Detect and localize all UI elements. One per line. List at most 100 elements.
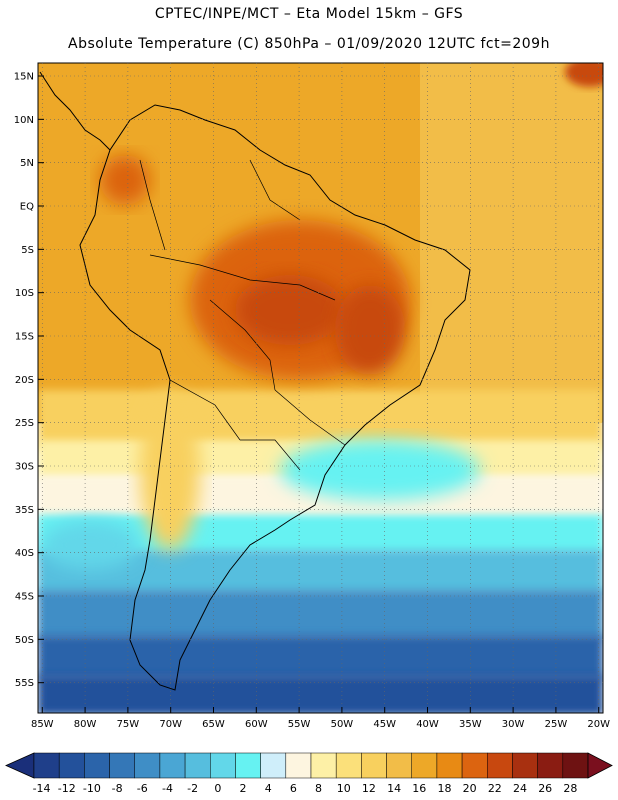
colorbar-label: 14 xyxy=(387,782,401,795)
colorbar-label: 8 xyxy=(315,782,322,795)
lat-tick-label: 5N xyxy=(20,158,34,169)
colorbar-box xyxy=(487,752,513,779)
colorbar-high-arrow xyxy=(587,752,613,779)
colorbar-box xyxy=(184,752,211,779)
map-frame xyxy=(37,62,604,714)
warm-corner-ne xyxy=(565,63,603,87)
colorbar-low-arrow xyxy=(5,752,35,779)
country-borders xyxy=(139,159,346,471)
colorbar-label: 18 xyxy=(437,782,451,795)
colorbar-box xyxy=(260,752,287,779)
colorbar-label: 12 xyxy=(362,782,376,795)
colorbar-label: 26 xyxy=(538,782,552,795)
colorbar-box xyxy=(134,752,161,779)
lat-tick-label: 35S xyxy=(15,505,34,516)
colorbar-box xyxy=(386,752,412,779)
colorbar-label: 16 xyxy=(412,782,426,795)
colorbar-box xyxy=(512,752,538,779)
map-title-line-1: CPTEC/INPE/MCT – Eta Model 15km – GFS xyxy=(154,6,464,22)
lon-tick-label: 30W xyxy=(502,719,525,730)
colorbar-box xyxy=(84,752,110,779)
band-ocean-north xyxy=(420,63,603,423)
cold-tongue-atlantic xyxy=(280,440,480,500)
lat-tick-label: 25S xyxy=(15,418,34,429)
lon-tick-label: 40W xyxy=(416,719,439,730)
colorbar-box xyxy=(235,752,261,779)
lat-lon-gridlines xyxy=(38,63,603,713)
lat-tick-label: 40S xyxy=(15,548,34,559)
colorbar-box xyxy=(210,752,236,779)
lat-tick-label: 20S xyxy=(15,375,34,386)
temperature-map: 15N 10N 5N EQ 5S 10S 15S 20S 25S 30S 35S 40S 45S 50S 5… xyxy=(14,62,610,730)
lon-tick-label: 80W xyxy=(74,719,97,730)
colorbar-label: 0 xyxy=(214,782,221,795)
colorbar-box xyxy=(33,752,60,779)
central-america-coastline xyxy=(39,71,111,151)
lon-tick-label: 50W xyxy=(331,719,354,730)
lat-tick-label: EQ xyxy=(20,202,34,213)
cold-tongue-pacific xyxy=(40,520,140,570)
map-title-line-2: Absolute Temperature (C) 850hPa – 01/09/… xyxy=(68,36,550,52)
colorbar-boxes xyxy=(5,752,613,779)
lat-tick-label: 5S xyxy=(21,245,34,256)
lon-tick-label: 75W xyxy=(117,719,140,730)
colorbar-box xyxy=(562,752,589,779)
colorbar-box xyxy=(436,752,463,779)
latitude-axis: 15N 10N 5N EQ 5S 10S 15S 20S 25S 30S 35S 40S 45S 50S 5… xyxy=(14,72,44,689)
colorbar-label: 4 xyxy=(265,782,272,795)
colorbar-labels: -14 -12 -10 -8 -6 -4 -2 0 2 4 6 8 10 12 14 16 18 20 22 24 26… xyxy=(33,782,578,795)
colorbar-box xyxy=(58,752,85,779)
colorbar-label: -14 xyxy=(33,782,51,795)
temperature-colorbar: -14 -12 -10 -8 -6 -4 -2 0 2 4 6 8 10 12 14 16 18 20 22 24 26… xyxy=(5,752,613,795)
colorbar-box xyxy=(159,752,186,779)
band-blue-1 xyxy=(38,590,603,640)
colorbar-label: -12 xyxy=(58,782,76,795)
colorbar-label: 24 xyxy=(513,782,527,795)
lon-tick-label: 45W xyxy=(373,719,396,730)
band-blue-3 xyxy=(38,675,603,713)
colorbar-box xyxy=(335,752,362,779)
lat-tick-label: 15S xyxy=(15,332,34,343)
colorbar-label: -8 xyxy=(112,782,123,795)
colorbar-box xyxy=(285,752,312,779)
colorbar-label: 2 xyxy=(240,782,247,795)
lon-tick-label: 70W xyxy=(159,719,182,730)
lon-tick-label: 60W xyxy=(245,719,268,730)
colorbar-label: -4 xyxy=(162,782,173,795)
warm-core-center xyxy=(235,275,345,345)
band-blue-2 xyxy=(38,635,603,680)
lat-tick-label: 10N xyxy=(14,115,34,126)
colorbar-label: 20 xyxy=(463,782,477,795)
colorbar-box xyxy=(361,752,387,779)
colorbar-box xyxy=(537,752,564,779)
colorbar-box xyxy=(411,752,438,779)
lon-tick-label: 20W xyxy=(587,719,610,730)
lon-tick-label: 35W xyxy=(459,719,482,730)
colorbar-box xyxy=(310,752,337,779)
lat-tick-label: 50S xyxy=(15,635,34,646)
lat-tick-label: 15N xyxy=(14,72,34,83)
temperature-field xyxy=(38,63,603,713)
lon-tick-label: 55W xyxy=(288,719,311,730)
warm-core-east xyxy=(335,285,405,375)
longitude-axis: 85W 80W 75W 70W 65W 60W 55W 50W 45W 40W 35W 30W 25W 2… xyxy=(31,707,610,730)
south-america-coastline xyxy=(79,104,471,691)
colorbar-label: 10 xyxy=(337,782,351,795)
lat-tick-label: 30S xyxy=(15,462,34,473)
lat-tick-label: 45S xyxy=(15,592,34,603)
colorbar-label: 6 xyxy=(290,782,297,795)
colorbar-label: -10 xyxy=(83,782,101,795)
colorbar-box xyxy=(461,752,488,779)
lat-tick-label: 10S xyxy=(15,288,34,299)
cold-andes xyxy=(140,390,200,550)
colorbar-box xyxy=(109,752,135,779)
colorbar-label: -2 xyxy=(187,782,198,795)
colorbar-label: -6 xyxy=(137,782,148,795)
colorbar-label: 28 xyxy=(563,782,577,795)
lon-tick-label: 85W xyxy=(31,719,54,730)
colorbar-label: 22 xyxy=(488,782,502,795)
lat-tick-label: 55S xyxy=(15,678,34,689)
lon-tick-label: 65W xyxy=(202,719,225,730)
warm-venezuela xyxy=(100,155,150,205)
lon-tick-label: 25W xyxy=(545,719,568,730)
